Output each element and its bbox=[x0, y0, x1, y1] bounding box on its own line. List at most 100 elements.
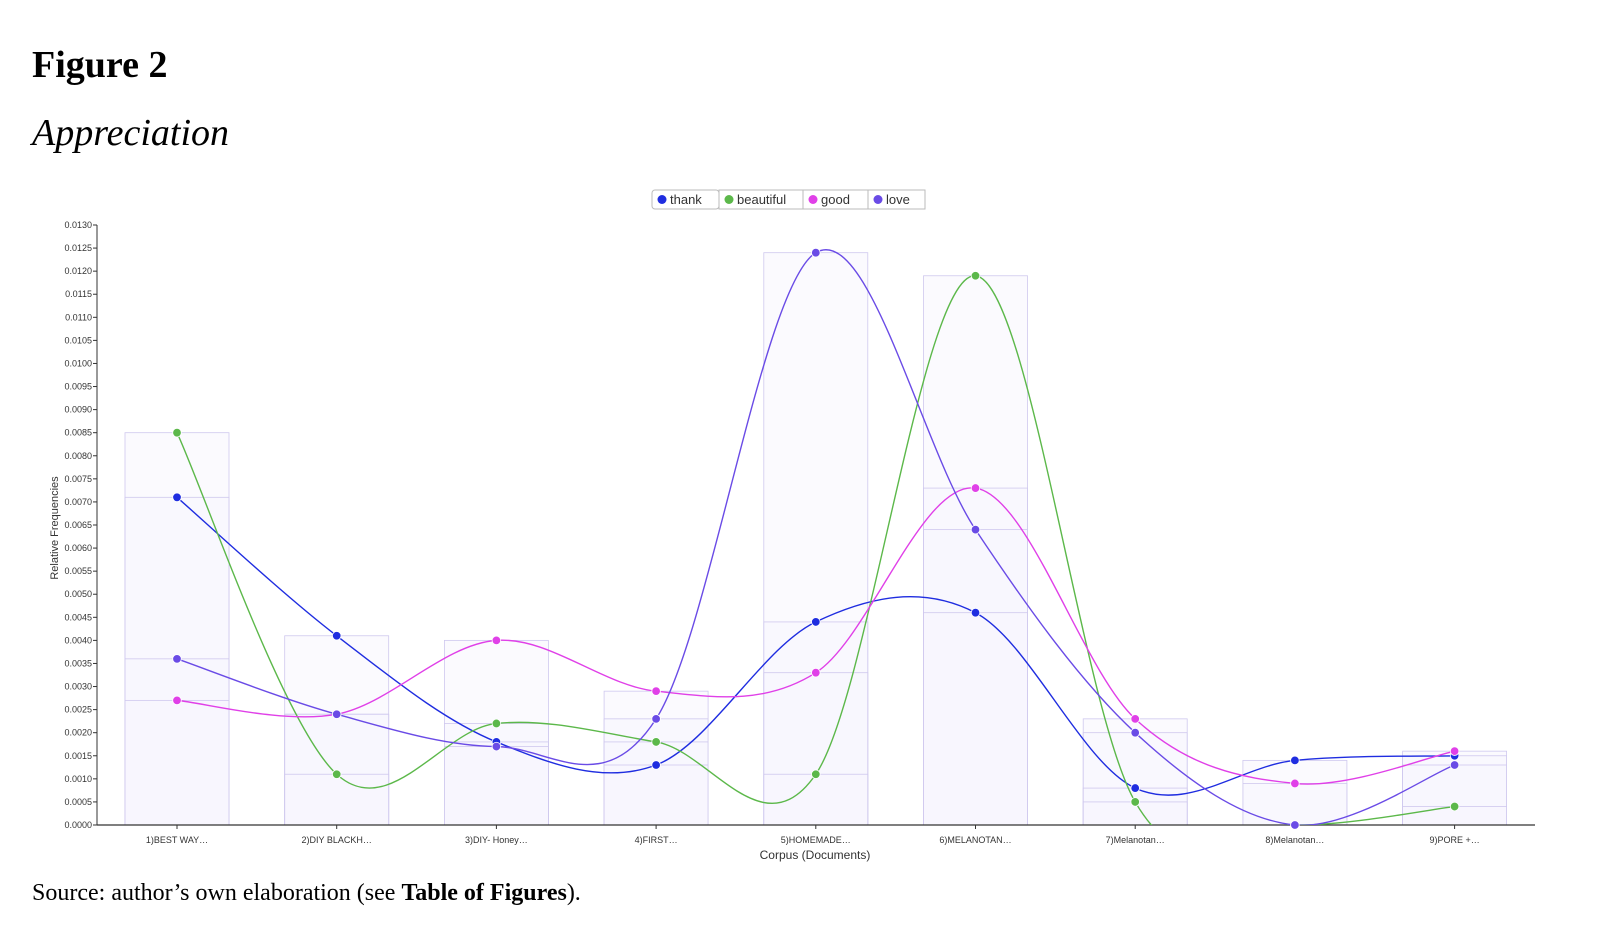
point-good-7 bbox=[1130, 714, 1140, 724]
x-tick-label-1: 1)BEST WAY… bbox=[146, 835, 208, 845]
y-tick-label-20: 0.0100 bbox=[64, 358, 92, 368]
x-tick-label-4: 4)FIRST… bbox=[635, 835, 678, 845]
y-tick-label-17: 0.0085 bbox=[64, 428, 92, 438]
point-beautiful-4 bbox=[651, 737, 661, 747]
legend-label-thank: thank bbox=[670, 192, 702, 207]
legend: thank beautiful good love bbox=[651, 189, 926, 210]
legend-label-beautiful: beautiful bbox=[737, 192, 786, 207]
y-tick-label-2: 0.0010 bbox=[64, 774, 92, 784]
point-beautiful-3 bbox=[491, 718, 502, 729]
point-love-8 bbox=[1290, 820, 1300, 830]
source-note: Source: author’s own elaboration (see Ta… bbox=[32, 876, 581, 910]
point-thank-8 bbox=[1290, 755, 1300, 766]
y-tick-label-6: 0.0030 bbox=[64, 682, 92, 692]
point-love-7 bbox=[1130, 727, 1140, 738]
x-tick-label-8: 8)Melanotan… bbox=[1265, 835, 1324, 845]
y-tick-label-8: 0.0040 bbox=[64, 635, 92, 645]
bar-3-4 bbox=[443, 746, 549, 826]
point-thank-4 bbox=[651, 760, 661, 770]
point-beautiful-1 bbox=[172, 427, 182, 438]
y-tick-label-5: 0.0025 bbox=[64, 705, 92, 715]
point-thank-1 bbox=[172, 492, 182, 503]
y-tick-label-13: 0.0065 bbox=[64, 520, 92, 530]
points-layer bbox=[172, 247, 1460, 830]
bars-layer bbox=[124, 252, 1507, 826]
legend-marker-good bbox=[808, 195, 818, 204]
point-beautiful-5 bbox=[811, 769, 821, 779]
bar-5-4 bbox=[763, 773, 869, 826]
point-beautiful-2 bbox=[332, 769, 342, 779]
y-axis-label: Relative Frequencies bbox=[49, 476, 61, 580]
point-good-9 bbox=[1449, 746, 1460, 756]
series-line-beautiful bbox=[176, 275, 1455, 825]
legend-label-love: love bbox=[886, 192, 910, 207]
point-beautiful-7 bbox=[1130, 797, 1140, 807]
point-love-3 bbox=[491, 741, 502, 752]
point-love-2 bbox=[332, 709, 342, 719]
y-tick-label-1: 0.0005 bbox=[64, 797, 92, 807]
point-good-8 bbox=[1290, 778, 1300, 789]
y-tick-label-19: 0.0095 bbox=[64, 382, 92, 392]
point-good-1 bbox=[172, 695, 182, 706]
figure-title: Appreciation bbox=[32, 112, 229, 154]
point-thank-2 bbox=[332, 631, 342, 641]
x-tick-label-3: 3)DIY- Honey… bbox=[465, 835, 528, 845]
point-good-6 bbox=[970, 483, 981, 493]
bar-4-4 bbox=[603, 764, 709, 826]
y-tick-label-15: 0.0075 bbox=[64, 474, 92, 484]
legend-item-love[interactable] bbox=[867, 189, 926, 210]
x-axis-label: Corpus (Documents) bbox=[760, 848, 871, 862]
x-tick-label-6: 6)MELANOTAN… bbox=[939, 835, 1011, 845]
point-beautiful-6 bbox=[970, 271, 981, 281]
legend-marker-beautiful bbox=[724, 195, 734, 204]
x-tick-label-9: 9)PORE +… bbox=[1429, 835, 1479, 845]
x-tick-label-7: 7)Melanotan… bbox=[1106, 835, 1165, 845]
legend-label-good: good bbox=[821, 192, 850, 207]
bar-2-4 bbox=[284, 773, 390, 826]
y-tick-label-18: 0.0090 bbox=[64, 405, 92, 415]
y-tick-label-23: 0.0115 bbox=[65, 289, 92, 299]
chart-svg: 0.0000 0.0005 0.0010 0.0015 0.0020 0.0025 0.00… bbox=[49, 189, 1535, 862]
bar-8-2 bbox=[1242, 783, 1348, 826]
y-tick-label-4: 0.0020 bbox=[64, 728, 92, 738]
point-love-9 bbox=[1449, 760, 1460, 770]
y-tick-label-24: 0.0120 bbox=[64, 266, 92, 276]
point-thank-7 bbox=[1130, 783, 1140, 793]
y-tick-label-3: 0.0015 bbox=[64, 751, 92, 761]
point-good-4 bbox=[651, 686, 661, 696]
x-tick-label-2: 2)DIY BLACKH… bbox=[302, 835, 372, 845]
y-tick-label-0: 0.0000 bbox=[64, 820, 92, 830]
source-bold-ref: Table of Figures bbox=[401, 880, 567, 906]
series-line-good bbox=[176, 487, 1455, 785]
y-tick-label-26: 0.0130 bbox=[64, 220, 92, 230]
y-tick-label-14: 0.0070 bbox=[64, 497, 92, 507]
point-beautiful-9 bbox=[1449, 801, 1460, 812]
x-tick-label-5: 5)HOMEMADE… bbox=[781, 835, 851, 845]
legend-marker-thank bbox=[657, 195, 667, 204]
chart: 0.0000 0.0005 0.0010 0.0015 0.0020 0.0025 0.00… bbox=[0, 180, 1603, 870]
y-tick-label-22: 0.0110 bbox=[65, 312, 92, 322]
figure-label: Figure 2 bbox=[32, 44, 168, 86]
point-thank-5 bbox=[811, 617, 821, 627]
source-prefix: Source: author’s own elaboration (see bbox=[32, 880, 402, 906]
y-tick-label-21: 0.0105 bbox=[64, 335, 92, 345]
point-love-6 bbox=[970, 524, 981, 535]
axis-layer: 0.0000 0.0005 0.0010 0.0015 0.0020 0.0025 0.00… bbox=[64, 220, 1535, 845]
y-tick-label-9: 0.0045 bbox=[64, 612, 92, 622]
point-good-5 bbox=[811, 667, 821, 678]
legend-marker-love bbox=[873, 195, 883, 204]
y-tick-label-12: 0.0060 bbox=[64, 543, 92, 553]
y-tick-label-25: 0.0125 bbox=[64, 243, 92, 253]
y-tick-label-11: 0.0055 bbox=[64, 566, 92, 576]
point-thank-6 bbox=[970, 607, 981, 618]
source-suffix: ). bbox=[566, 880, 581, 906]
point-love-4 bbox=[651, 714, 661, 724]
y-tick-label-16: 0.0080 bbox=[64, 451, 92, 461]
bar-6-4 bbox=[923, 612, 1028, 826]
y-tick-label-7: 0.0035 bbox=[64, 658, 92, 668]
point-love-1 bbox=[172, 654, 182, 664]
y-tick-label-10: 0.0050 bbox=[64, 589, 92, 599]
point-love-5 bbox=[811, 247, 821, 258]
point-good-3 bbox=[491, 635, 502, 646]
bar-1-4 bbox=[124, 699, 230, 826]
